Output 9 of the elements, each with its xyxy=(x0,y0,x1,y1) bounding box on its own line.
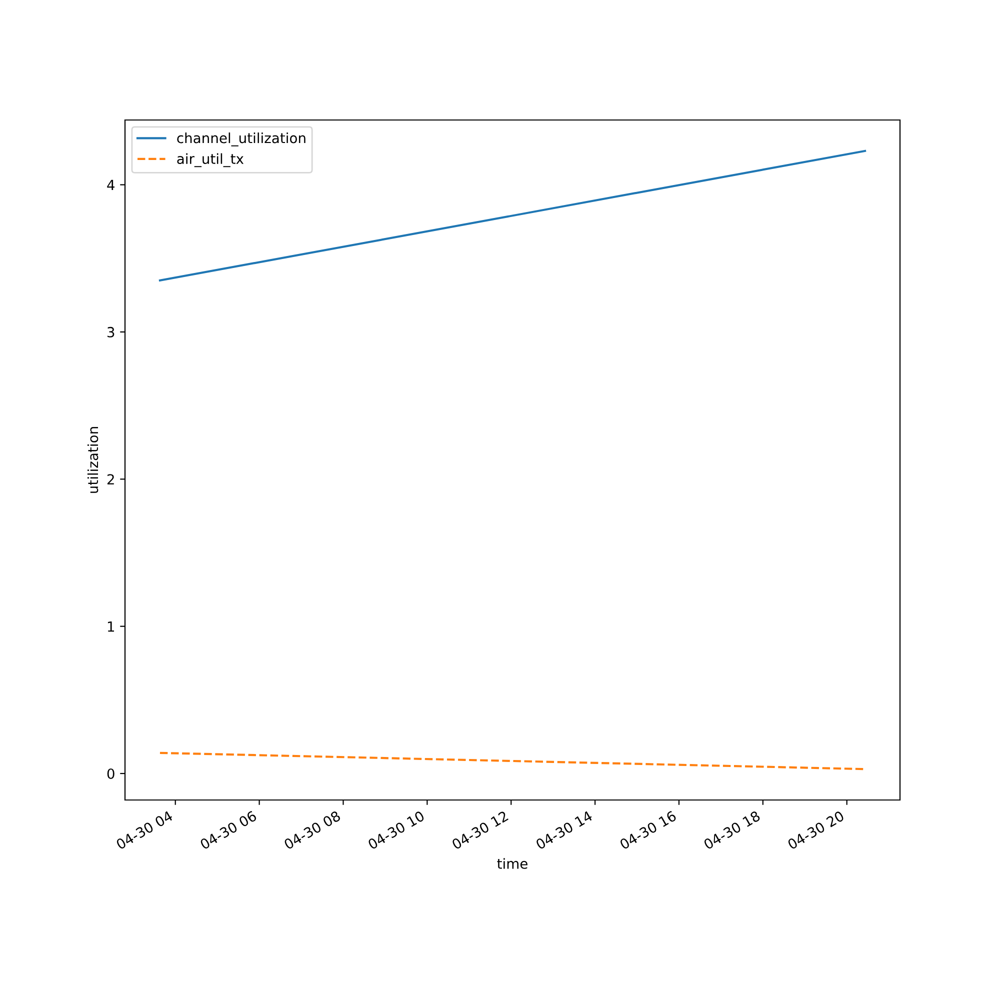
y-axis-title: utilization xyxy=(87,427,98,493)
legend-label: channel_utilization xyxy=(177,132,306,146)
x-axis-title: time xyxy=(497,858,528,869)
y-tick-label: 1 xyxy=(108,621,114,632)
y-tick-label: 2 xyxy=(107,474,114,484)
y-tick-label: 4 xyxy=(107,180,114,190)
y-tick-label: 3 xyxy=(108,326,114,338)
legend-label: air_util_tx xyxy=(177,153,244,168)
y-tick-label: 0 xyxy=(107,768,114,779)
